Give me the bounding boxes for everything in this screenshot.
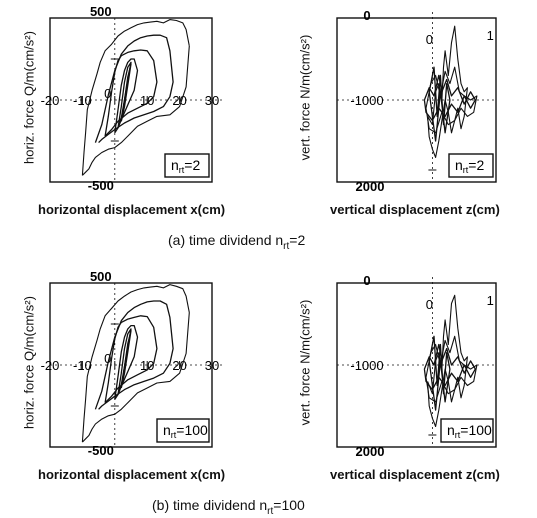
x-axis-label: horizontal displacement x(cm) <box>38 202 226 217</box>
x-axis-label: vertical displacement z(cm) <box>330 202 500 217</box>
x-tick-label: 10 <box>140 358 154 373</box>
series-line <box>423 74 476 122</box>
series-line <box>423 343 476 391</box>
y-tick-label: 500 <box>90 269 112 284</box>
x-tick-label: 1 <box>487 28 494 43</box>
legend-box <box>164 153 210 178</box>
y-tick-label: 0 <box>363 273 370 288</box>
x-tick-label: -20 <box>41 358 60 373</box>
legend-label: nrt=2 <box>171 157 200 175</box>
caption-b-sub: rt <box>267 505 274 517</box>
caption-b-prefix: (b) time dividend n <box>152 497 268 513</box>
series-line <box>81 19 190 176</box>
x-tick-label: -10 <box>73 93 92 108</box>
panel-a-horizontal: horiz. force Q/m(cm/s²) -20 -10 0 10 20 30 500… <box>0 0 270 230</box>
series-line <box>81 284 190 443</box>
x-tick-label: 20 <box>172 358 186 373</box>
x-tick-label: 0 <box>104 351 111 366</box>
legend-box <box>440 418 494 443</box>
series-line <box>427 25 468 158</box>
series-line <box>427 294 468 428</box>
legend-box <box>448 153 494 178</box>
x-tick-label: 30 <box>205 358 219 373</box>
y-tick-label: -1000 <box>350 358 383 373</box>
legend-label: nrt=2 <box>455 157 484 175</box>
y-tick-label: 2000 <box>356 444 385 459</box>
panel-a-vertical: vert. force N/m(cm/s²) 0 1 -1000 2000 0 nrt=2… <box>270 0 537 230</box>
legend-label: nrt=100 <box>447 422 492 440</box>
series-line <box>120 63 132 122</box>
x-tick-label: -20 <box>41 93 60 108</box>
x-axis-label: vertical displacement z(cm) <box>330 467 500 482</box>
caption-a-suffix: =2 <box>289 232 306 248</box>
series-line <box>104 315 158 404</box>
caption-a-prefix: (a) time dividend n <box>168 232 284 248</box>
series-line <box>104 49 158 137</box>
series-line <box>120 329 132 389</box>
y-tick-label: 0 <box>363 8 370 23</box>
x-axis-label: horizontal displacement x(cm) <box>38 467 226 482</box>
y-tick-label: -1000 <box>350 93 383 108</box>
x-tick-label: 10 <box>140 93 154 108</box>
y-tick-label: 500 <box>90 4 112 19</box>
caption-b-suffix: =100 <box>273 497 305 513</box>
panel-b-horizontal: horiz. force Q/m(cm/s²) -20 -10 0 10 20 30 500… <box>0 265 270 495</box>
caption-a: (a) time dividend nrt=2 <box>168 232 305 252</box>
x-tick-label: -10 <box>73 358 92 373</box>
series-line <box>428 66 451 142</box>
panel-b-vertical: vert. force N/m(cm/s²) 0 1 -1000 2000 0 nrt=1… <box>270 265 537 495</box>
x-tick-label: 0 <box>104 86 111 101</box>
chart-plot: -20 -10 0 10 20 30 500 -500 nrt=100 <box>41 269 222 458</box>
x-tick-label: 0 <box>426 297 433 312</box>
y-tick-label: -500 <box>88 178 114 193</box>
caption-b: (b) time dividend nrt=100 <box>152 497 305 517</box>
legend-box <box>156 418 210 443</box>
series-line <box>428 335 451 411</box>
x-tick-label: 1 <box>487 293 494 308</box>
x-tick-label: 30 <box>205 93 219 108</box>
y-tick-label: 2000 <box>356 179 385 194</box>
series-line <box>82 312 190 443</box>
series-line <box>82 45 190 176</box>
caption-a-sub: rt <box>283 240 290 252</box>
chart-plot: 0 1 -1000 2000 0 nrt=100 <box>336 273 497 459</box>
x-tick-label: 0 <box>426 32 433 47</box>
chart-plot: 0 1 -1000 2000 0 nrt=2 <box>336 8 497 194</box>
y-tick-label: -500 <box>88 443 114 458</box>
legend-label: nrt=100 <box>163 422 208 440</box>
